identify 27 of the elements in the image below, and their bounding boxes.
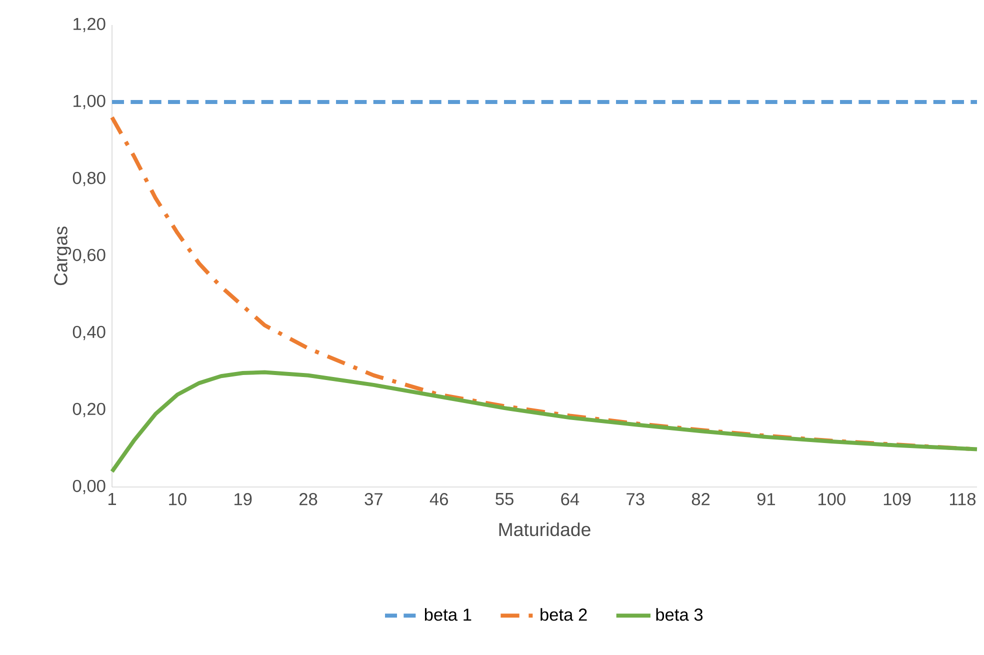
x-tick-label: 73 [626,493,644,506]
y-tick-label: 1,00 [74,94,106,110]
y-tick-label: 0,60 [72,248,106,264]
x-tick-label: 100 [818,493,846,506]
x-tick-label: 19 [234,493,252,506]
legend-label: beta 2 [540,608,587,621]
legend-label: beta 1 [424,608,472,621]
y-tick-label: 0,80 [72,172,106,186]
x-tick-label: 82 [692,493,710,506]
x-tick-label: 1 [108,493,116,505]
y-tick-label: 0,00 [72,480,106,494]
x-tick-label: 46 [430,493,448,506]
x-tick-label: 10 [169,493,186,506]
y-tick-label: 0,40 [72,326,106,340]
x-tick-label: 28 [300,493,318,506]
x-tick-label: 118 [950,493,976,506]
y-tick-label: 0,20 [72,402,106,418]
x-tick-label: 91 [757,493,776,506]
legend-label: beta 3 [656,608,703,621]
x-axis-title: Maturidade [499,522,590,536]
x-tick-label: 55 [496,493,514,506]
x-tick-label: 64 [561,493,580,506]
x-tick-label: 109 [884,493,911,506]
y-tick-label: 1,20 [74,18,106,32]
line-series [110,370,980,474]
y-axis-title: Cargas [54,226,72,286]
x-tick-label: 37 [364,493,382,506]
